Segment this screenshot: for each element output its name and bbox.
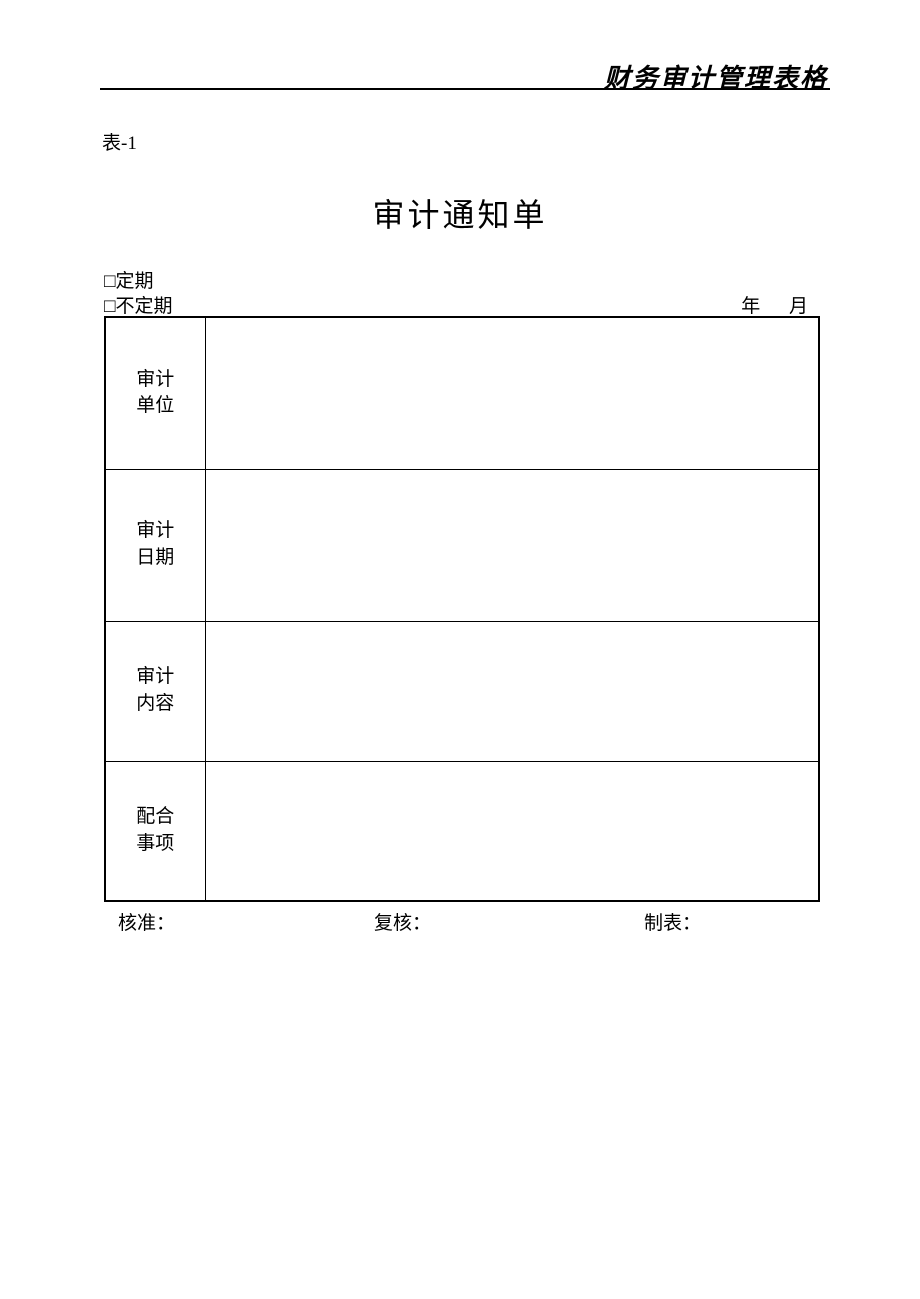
value-audit-date — [205, 469, 819, 621]
label-text: 审计 — [136, 520, 174, 541]
label-text: 事项 — [136, 833, 174, 854]
audit-form-table: 审计 单位 审计 日期 审计 内容 配合 事项 — [104, 316, 820, 902]
label-text: 审计 — [136, 369, 174, 390]
value-cooperation-items — [205, 761, 819, 901]
label-text: 单位 — [136, 395, 174, 416]
approve-label: 核准： — [118, 908, 175, 935]
label-text: 内容 — [136, 693, 174, 714]
date-year-month-label: 年 月 — [741, 291, 820, 318]
checkbox-irregular: □不定期 — [104, 291, 172, 318]
label-audit-unit: 审计 单位 — [105, 317, 205, 469]
prepare-label: 制表： — [644, 908, 701, 935]
header-underline — [100, 88, 830, 90]
label-audit-date: 审计 日期 — [105, 469, 205, 621]
label-text: 日期 — [136, 547, 174, 568]
document-title: 审计通知单 — [0, 190, 920, 236]
table-row: 审计 日期 — [105, 469, 819, 621]
table-row: 审计 单位 — [105, 317, 819, 469]
value-audit-unit — [205, 317, 819, 469]
table-row: 配合 事项 — [105, 761, 819, 901]
checkbox-regular: □定期 — [104, 266, 153, 293]
label-text: 审计 — [136, 666, 174, 687]
table-row: 审计 内容 — [105, 621, 819, 761]
label-audit-content: 审计 内容 — [105, 621, 205, 761]
table-number-label: 表-1 — [102, 128, 137, 155]
label-cooperation-items: 配合 事项 — [105, 761, 205, 901]
review-label: 复核： — [374, 908, 431, 935]
label-text: 配合 — [136, 806, 174, 827]
value-audit-content — [205, 621, 819, 761]
